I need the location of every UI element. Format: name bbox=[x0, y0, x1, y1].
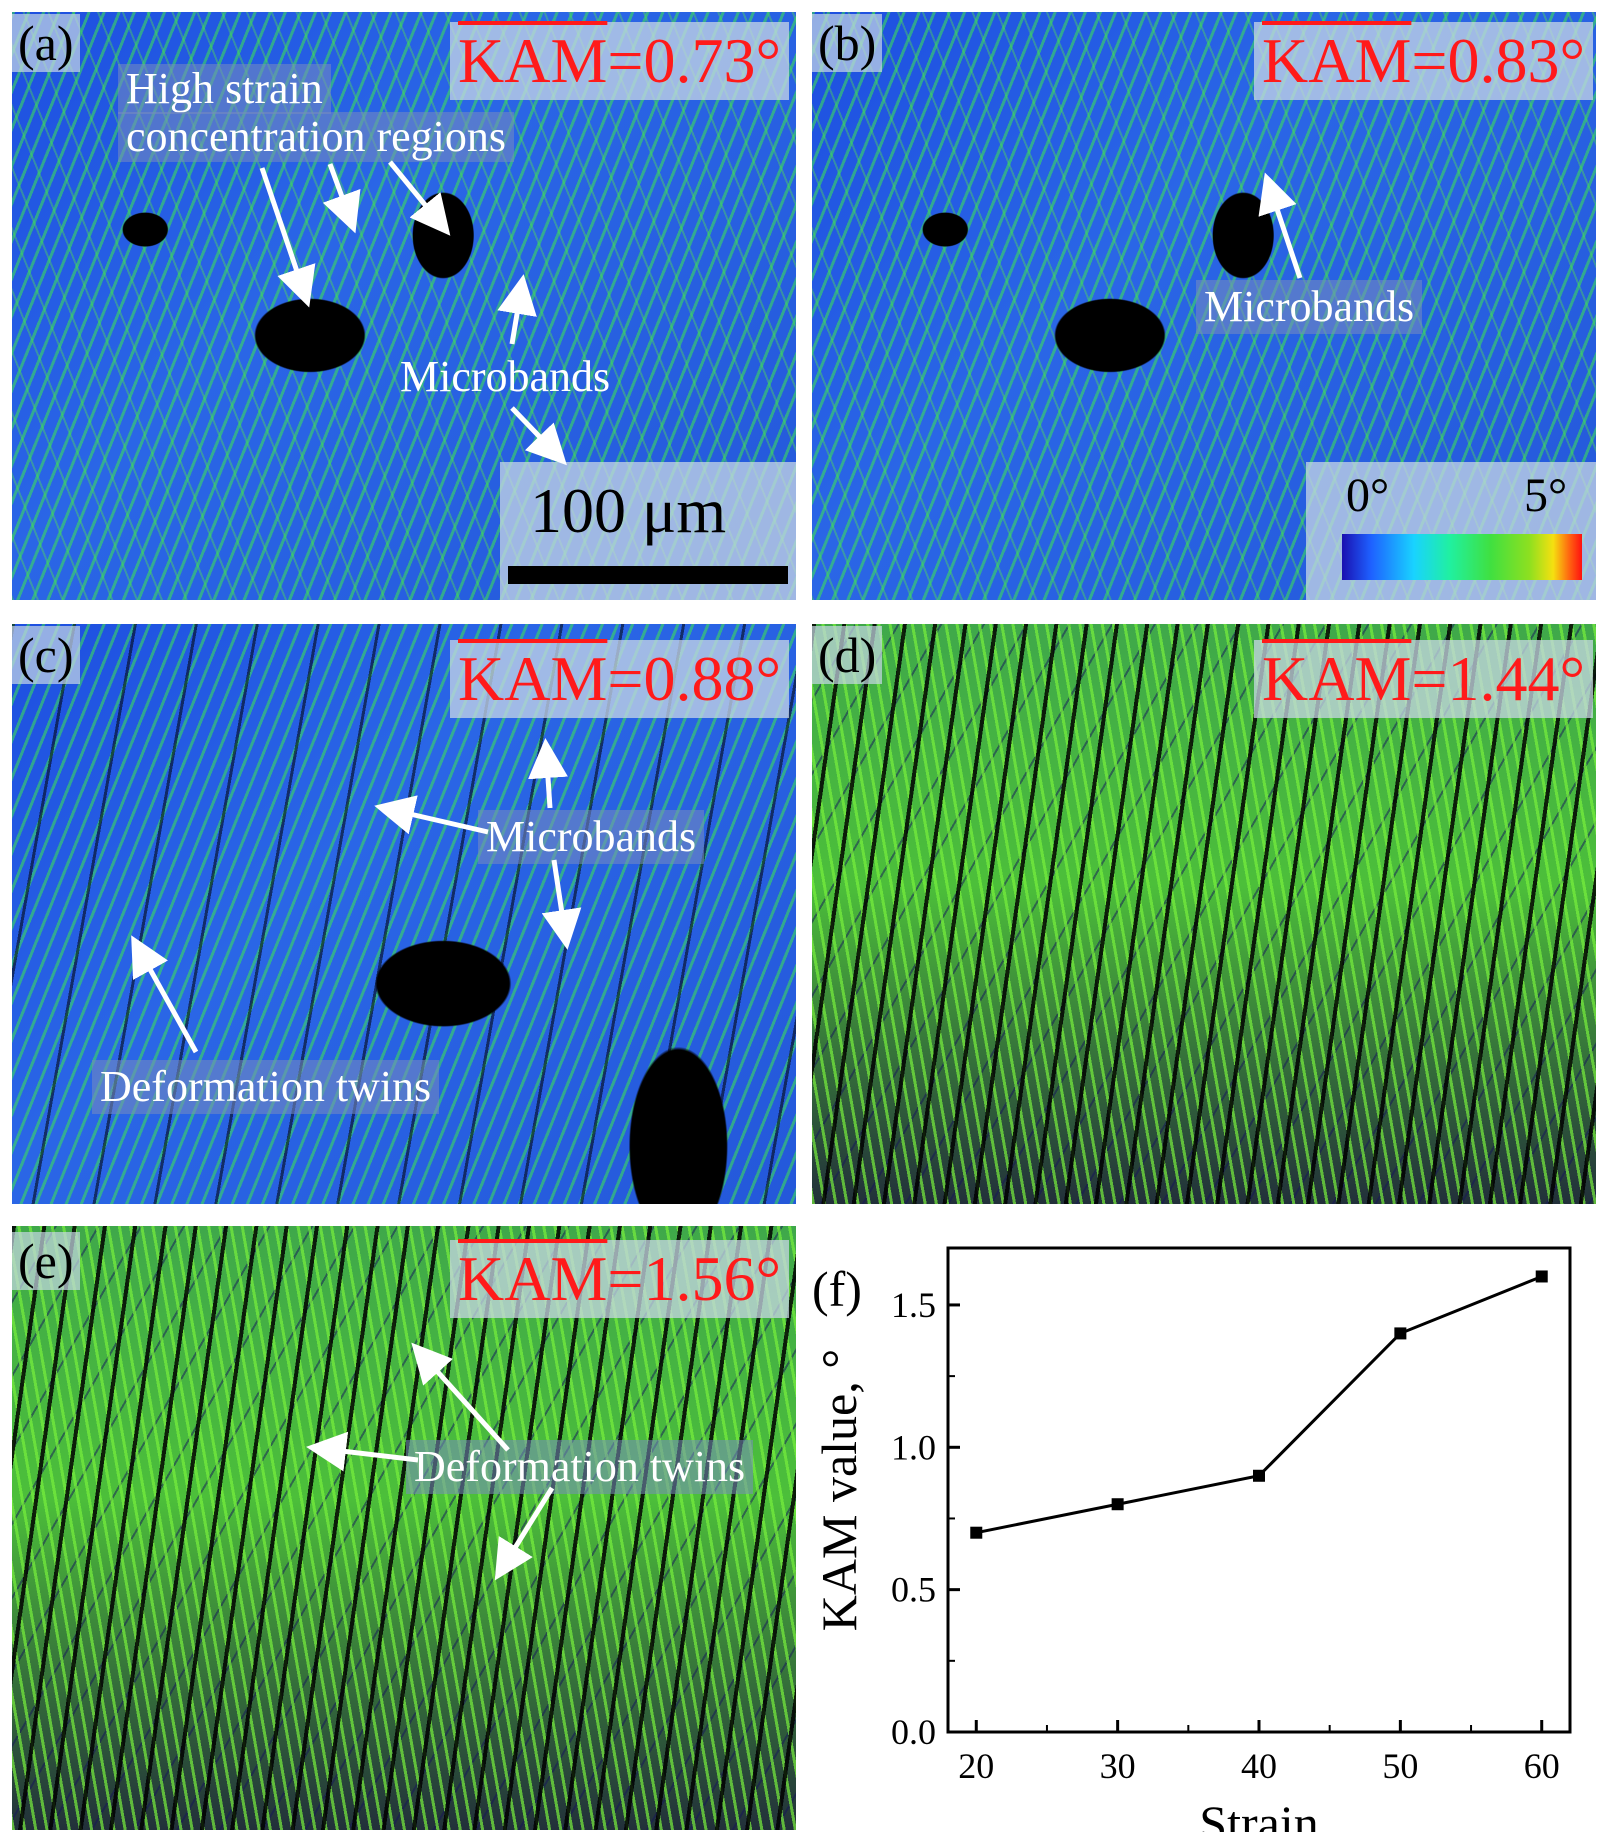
annotation-high-strain-line1: High strain bbox=[118, 64, 331, 114]
colorbar-box: 0° 5° bbox=[1306, 462, 1596, 600]
annotation-deformation-twins-e: Deformation twins bbox=[406, 1440, 754, 1494]
panel-label-a: (a) bbox=[12, 14, 80, 72]
x-tick-label: 50 bbox=[1382, 1746, 1418, 1786]
arrow-a2 bbox=[322, 163, 361, 234]
panel-label-c: (c) bbox=[12, 626, 80, 684]
kam-value-a: KAM=0.73° bbox=[450, 22, 790, 100]
panel-label-b: (b) bbox=[812, 14, 883, 72]
kam-map-d bbox=[812, 624, 1596, 1204]
data-point bbox=[970, 1526, 983, 1539]
colorbar-max-label: 5° bbox=[1524, 469, 1568, 522]
arrow-a5 bbox=[510, 406, 567, 466]
arrow-e3 bbox=[494, 1486, 555, 1581]
arrow-b1 bbox=[1258, 172, 1303, 279]
arrow-c1 bbox=[374, 795, 489, 835]
x-tick-label: 60 bbox=[1524, 1746, 1560, 1786]
arrow-a4 bbox=[497, 274, 537, 345]
y-tick-label: 0.5 bbox=[891, 1570, 936, 1610]
y-axis-label: KAM value, ° bbox=[811, 1349, 867, 1631]
x-axis-label: Strain bbox=[1199, 1795, 1318, 1832]
data-point bbox=[1111, 1498, 1124, 1511]
kam-strain-chart: 20 30 40 50 60 0.0 0.5 1.0 1.5 Strain KAM value, ° bbox=[811, 1246, 1572, 1832]
annotation-microbands-a: Microbands bbox=[400, 352, 611, 401]
x-tick-label: 30 bbox=[1100, 1746, 1136, 1786]
scale-bar-box: 100 μm bbox=[500, 462, 796, 600]
series-line bbox=[975, 1275, 1543, 1535]
arrow-c2 bbox=[528, 738, 568, 809]
data-point bbox=[1535, 1270, 1548, 1283]
arrow-c4 bbox=[131, 935, 199, 1054]
kam-value-c: KAM=0.88° bbox=[450, 640, 790, 718]
panel-label-e: (e) bbox=[12, 1232, 80, 1290]
annotation-microbands-b: Microbands bbox=[1196, 280, 1423, 334]
y-tick-label: 1.5 bbox=[891, 1285, 936, 1325]
colorbar-gradient bbox=[1342, 534, 1582, 580]
panel-label-d: (d) bbox=[812, 626, 883, 684]
x-tick-label: 20 bbox=[958, 1746, 994, 1786]
colorbar-min-label: 0° bbox=[1346, 469, 1390, 522]
kam-value-d: KAM=1.44° bbox=[1254, 640, 1594, 718]
panel-label-f: (f) bbox=[812, 1261, 862, 1317]
annotation-microbands-c: Microbands bbox=[478, 810, 705, 864]
arrow-e1 bbox=[411, 1342, 510, 1452]
plot-frame bbox=[946, 1246, 1572, 1734]
x-tick-label: 40 bbox=[1241, 1746, 1277, 1786]
arrow-a1 bbox=[259, 167, 316, 308]
kam-value-e: KAM=1.56° bbox=[450, 1240, 790, 1318]
annotation-high-strain-line2: concentration regions bbox=[118, 112, 514, 162]
y-tick-label: 1.0 bbox=[891, 1427, 936, 1467]
annotation-deformation-twins-c: Deformation twins bbox=[92, 1060, 440, 1114]
data-point bbox=[1253, 1469, 1265, 1482]
kam-value-b: KAM=0.83° bbox=[1254, 22, 1594, 100]
arrow-c3 bbox=[541, 859, 582, 950]
arrow-a3 bbox=[388, 160, 451, 236]
scale-bar bbox=[508, 566, 788, 584]
data-point bbox=[1394, 1327, 1407, 1340]
y-tick-label: 0.0 bbox=[891, 1712, 936, 1752]
kam-map-e bbox=[12, 1226, 796, 1830]
arrow-e2 bbox=[306, 1431, 419, 1472]
scale-bar-label: 100 μm bbox=[530, 475, 727, 546]
